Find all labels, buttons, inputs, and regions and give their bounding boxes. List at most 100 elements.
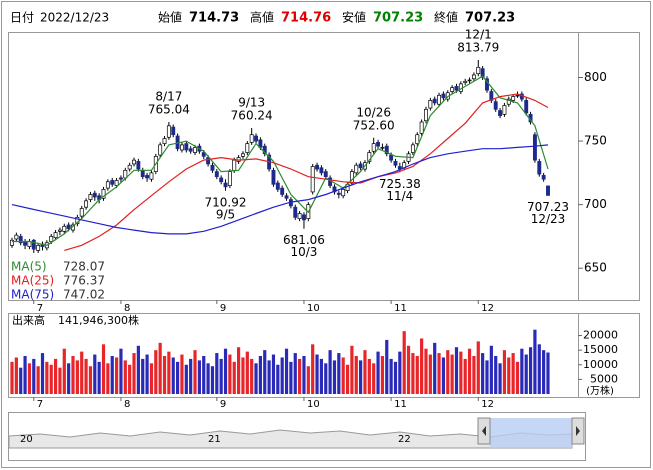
candle-body	[389, 154, 394, 161]
candle-body	[84, 200, 89, 208]
candle-body	[249, 134, 254, 143]
volume-bar	[128, 364, 132, 394]
candle-body	[454, 86, 459, 91]
ma-line	[12, 75, 549, 246]
candle-body	[515, 94, 520, 97]
volume-bar	[210, 366, 215, 394]
candle-body	[241, 153, 245, 157]
volume-bar	[258, 356, 262, 394]
candle-body	[319, 167, 324, 174]
candle-body	[10, 239, 14, 246]
candle-body	[136, 161, 141, 170]
candle-body	[393, 161, 398, 166]
volume-bar	[241, 357, 245, 394]
volume-bar	[542, 350, 546, 394]
candle-body	[415, 134, 420, 144]
volume-bar	[345, 364, 350, 394]
volume-bar	[32, 358, 36, 394]
candle-body	[380, 147, 385, 149]
volume-bar	[123, 360, 127, 394]
volume-bar	[75, 360, 79, 394]
field-label: 始値	[158, 10, 182, 25]
volume-bar	[189, 358, 193, 394]
candle-body	[336, 192, 341, 195]
candle-body	[62, 225, 67, 232]
x-tick-label: 7	[37, 399, 43, 410]
candle-body	[524, 100, 529, 114]
volume-bar	[232, 361, 236, 394]
volume-bar	[149, 363, 154, 394]
candle-body	[132, 159, 136, 165]
x-tick-label: 11	[394, 399, 407, 410]
volume-bar	[193, 350, 197, 394]
volume-bar	[154, 350, 158, 394]
volume-bar	[71, 356, 75, 394]
legend-name: MA(5)	[11, 260, 47, 274]
candle-body	[502, 105, 507, 115]
candle-body	[476, 66, 481, 75]
candle-body	[66, 224, 71, 230]
candle-body	[53, 232, 58, 239]
candle-body	[349, 171, 354, 184]
volume-bar	[354, 356, 358, 394]
candle-body	[284, 195, 289, 199]
field-value: 707.23	[465, 11, 515, 26]
candle-body	[437, 94, 442, 105]
navigator-window[interactable]	[490, 418, 572, 448]
volume-bar	[36, 366, 40, 394]
candle-body	[354, 164, 359, 174]
volume-bar	[180, 354, 184, 394]
candle-body	[188, 148, 193, 152]
volume-bar	[507, 357, 511, 394]
candle-body	[219, 177, 224, 183]
candle-body	[293, 206, 298, 218]
candle-body	[506, 98, 511, 105]
volume-bar	[250, 358, 254, 394]
volume-bar	[284, 348, 289, 394]
candle-body	[206, 157, 211, 165]
candle-body	[275, 182, 280, 190]
volume-bar	[372, 363, 376, 394]
volume-bar	[476, 341, 480, 394]
candle-body	[424, 108, 428, 122]
candle-body	[88, 194, 93, 200]
volume-bar	[306, 366, 310, 394]
legend-box	[9, 258, 107, 300]
annotation-value: 765.04	[148, 102, 190, 116]
volume-bar	[67, 363, 71, 394]
x-tick-label: 12	[481, 399, 494, 410]
candle-body	[419, 121, 424, 134]
volume-bar	[110, 356, 114, 394]
volume-tick-label: 10000	[583, 358, 618, 371]
volume-bar	[441, 357, 446, 394]
ma-line	[64, 93, 549, 251]
volume-bar	[311, 344, 315, 394]
candle-body	[149, 172, 154, 180]
annotation-date: 8/17	[155, 89, 182, 103]
volume-bar	[428, 354, 432, 394]
candle-body	[145, 175, 150, 179]
candle-body	[511, 96, 516, 101]
volume-bar	[467, 348, 472, 394]
volume-bar	[546, 352, 550, 394]
volume-bar	[53, 358, 58, 394]
volume-bar	[228, 354, 232, 394]
volume-bar	[524, 354, 528, 394]
volume-bar	[80, 351, 84, 394]
volume-bar	[433, 342, 437, 394]
volume-bar	[162, 356, 167, 394]
y-tick-label: 800	[584, 70, 607, 84]
volume-bar	[324, 363, 328, 394]
candle-body	[140, 169, 145, 178]
volume-bar	[171, 357, 175, 394]
candle-body	[371, 143, 376, 152]
candle-body	[245, 143, 250, 153]
volume-bar	[437, 353, 441, 394]
volume-bar	[84, 358, 88, 394]
volume-tick-label: 15000	[583, 343, 618, 356]
volume-bar	[237, 347, 241, 394]
volume-tick-label: 5000	[590, 372, 618, 385]
volume-bar	[263, 350, 267, 394]
candle-body	[410, 144, 415, 153]
volume-bar	[319, 358, 323, 394]
